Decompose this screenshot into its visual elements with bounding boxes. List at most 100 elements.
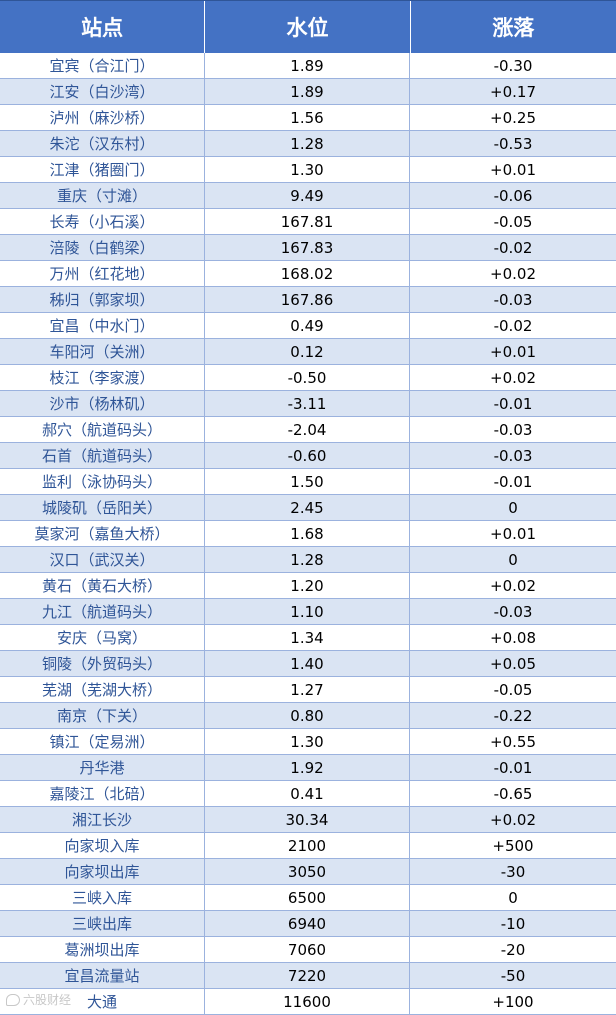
water-level-cell: 1.40 bbox=[205, 651, 410, 676]
table-row: 朱沱（汉东村） 1.28 -0.53 bbox=[0, 131, 616, 157]
water-level-cell: 167.86 bbox=[205, 287, 410, 312]
station-cell: 朱沱（汉东村） bbox=[0, 131, 205, 156]
change-cell: -20 bbox=[500, 940, 526, 959]
water-level-cell: 9.49 bbox=[205, 183, 410, 208]
water-level-cell: 1.30 bbox=[205, 157, 410, 182]
station-cell: 嘉陵江（北碚） bbox=[0, 781, 205, 806]
table-row: 宜昌（中水门） 0.49 -0.02 bbox=[0, 313, 616, 339]
table-row: 泸州（麻沙桥） 1.56 +0.25 bbox=[0, 105, 616, 131]
change-cell: +0.02 bbox=[490, 368, 536, 387]
table-row: 车阳河（关洲） 0.12 +0.01 bbox=[0, 339, 616, 365]
water-level-cell: 2.45 bbox=[205, 495, 410, 520]
station-cell: 铜陵（外贸码头） bbox=[0, 651, 205, 676]
change-cell: -0.30 bbox=[493, 56, 533, 75]
change-cell: -0.03 bbox=[493, 602, 533, 621]
change-cell: +100 bbox=[492, 992, 534, 1011]
water-level-cell: 6500 bbox=[205, 885, 410, 910]
table-header: 站点 水位 涨落 bbox=[0, 0, 616, 53]
table-row: 江安（白沙湾） 1.89 +0.17 bbox=[0, 79, 616, 105]
table-row: 葛洲坝出库 7060 -20 bbox=[0, 937, 616, 963]
water-level-cell: 6940 bbox=[205, 911, 410, 936]
change-cell: -0.03 bbox=[493, 446, 533, 465]
change-cell: +0.17 bbox=[490, 82, 536, 101]
change-cell: -0.01 bbox=[493, 472, 533, 491]
station-cell: 汉口（武汉关） bbox=[0, 547, 205, 572]
station-cell: 南京（下关） bbox=[0, 703, 205, 728]
table-row: 南京（下关） 0.80 -0.22 bbox=[0, 703, 616, 729]
table-row: 郝穴（航道码头） -2.04 -0.03 bbox=[0, 417, 616, 443]
header-change: 涨落 bbox=[492, 16, 535, 40]
station-cell: 宜宾（合江门） bbox=[0, 53, 205, 78]
table-row: 江津（猪圈门） 1.30 +0.01 bbox=[0, 157, 616, 183]
table-row: 石首（航道码头） -0.60 -0.03 bbox=[0, 443, 616, 469]
table-row: 宜昌流量站 7220 -50 bbox=[0, 963, 616, 989]
water-level-cell: 1.34 bbox=[205, 625, 410, 650]
water-level-cell: -0.50 bbox=[205, 365, 410, 390]
table-row: 三峡入库 6500 0 bbox=[0, 885, 616, 911]
table-row: 汉口（武汉关） 1.28 0 bbox=[0, 547, 616, 573]
station-cell: 秭归（郭家坝） bbox=[0, 287, 205, 312]
change-cell: 0 bbox=[508, 550, 518, 569]
change-cell: -0.65 bbox=[493, 784, 533, 803]
water-level-cell: 167.83 bbox=[205, 235, 410, 260]
station-cell: 车阳河（关洲） bbox=[0, 339, 205, 364]
change-cell: -0.06 bbox=[493, 186, 533, 205]
water-level-cell: 1.27 bbox=[205, 677, 410, 702]
water-level-cell: -2.04 bbox=[205, 417, 410, 442]
table-row: 秭归（郭家坝） 167.86 -0.03 bbox=[0, 287, 616, 313]
table-row: 安庆（马窝） 1.34 +0.08 bbox=[0, 625, 616, 651]
station-cell: 城陵矶（岳阳关） bbox=[0, 495, 205, 520]
water-level-cell: 3050 bbox=[205, 859, 410, 884]
table-row: 大通 11600 +100 bbox=[0, 989, 616, 1015]
change-cell: +0.55 bbox=[490, 732, 536, 751]
change-cell: -0.03 bbox=[493, 290, 533, 309]
change-cell: -0.02 bbox=[493, 238, 533, 257]
watermark: 六股财经 bbox=[6, 991, 71, 1008]
water-level-cell: 30.34 bbox=[205, 807, 410, 832]
change-cell: -0.02 bbox=[493, 316, 533, 335]
table-row: 九江（航道码头） 1.10 -0.03 bbox=[0, 599, 616, 625]
change-cell: 0 bbox=[508, 498, 518, 517]
change-cell: +0.01 bbox=[490, 524, 536, 543]
change-cell: 0 bbox=[508, 888, 518, 907]
water-level-cell: 1.89 bbox=[205, 79, 410, 104]
table-row: 向家坝入库 2100 +500 bbox=[0, 833, 616, 859]
station-cell: 丹华港 bbox=[0, 755, 205, 780]
table-row: 城陵矶（岳阳关） 2.45 0 bbox=[0, 495, 616, 521]
water-level-cell: 168.02 bbox=[205, 261, 410, 286]
water-level-cell: 0.80 bbox=[205, 703, 410, 728]
table-row: 镇江（定易洲） 1.30 +0.55 bbox=[0, 729, 616, 755]
change-cell: -0.05 bbox=[493, 212, 533, 231]
station-cell: 枝江（李家渡） bbox=[0, 365, 205, 390]
table-body: 宜宾（合江门） 1.89 -0.30 江安（白沙湾） 1.89 +0.17 泸州（麻沙桥） 1… bbox=[0, 53, 616, 1015]
table-row: 监利（泳协码头） 1.50 -0.01 bbox=[0, 469, 616, 495]
water-level-cell: -0.60 bbox=[205, 443, 410, 468]
water-level-cell: 0.49 bbox=[205, 313, 410, 338]
change-cell: +0.02 bbox=[490, 264, 536, 283]
station-cell: 三峡出库 bbox=[0, 911, 205, 936]
station-cell: 万州（红花地） bbox=[0, 261, 205, 286]
station-cell: 石首（航道码头） bbox=[0, 443, 205, 468]
water-level-cell: 1.30 bbox=[205, 729, 410, 754]
station-cell: 莫家河（嘉鱼大桥） bbox=[0, 521, 205, 546]
header-station: 站点 bbox=[0, 1, 206, 53]
station-cell: 监利（泳协码头） bbox=[0, 469, 205, 494]
water-level-cell: 0.12 bbox=[205, 339, 410, 364]
station-cell: 重庆（寸滩） bbox=[0, 183, 205, 208]
station-cell: 宜昌（中水门） bbox=[0, 313, 205, 338]
change-cell: -0.01 bbox=[493, 394, 533, 413]
station-cell: 涪陵（白鹤梁） bbox=[0, 235, 205, 260]
water-level-cell: -3.11 bbox=[205, 391, 410, 416]
station-cell: 泸州（麻沙桥） bbox=[0, 105, 205, 130]
change-cell: +0.05 bbox=[490, 654, 536, 673]
station-cell: 黄石（黄石大桥） bbox=[0, 573, 205, 598]
table-row: 涪陵（白鹤梁） 167.83 -0.02 bbox=[0, 235, 616, 261]
water-level-cell: 11600 bbox=[205, 989, 410, 1014]
change-cell: +0.02 bbox=[490, 576, 536, 595]
station-cell: 芜湖（芜湖大桥） bbox=[0, 677, 205, 702]
table-row: 长寿（小石溪） 167.81 -0.05 bbox=[0, 209, 616, 235]
change-cell: +0.01 bbox=[490, 160, 536, 179]
table-row: 芜湖（芜湖大桥） 1.27 -0.05 bbox=[0, 677, 616, 703]
table-row: 铜陵（外贸码头） 1.40 +0.05 bbox=[0, 651, 616, 677]
